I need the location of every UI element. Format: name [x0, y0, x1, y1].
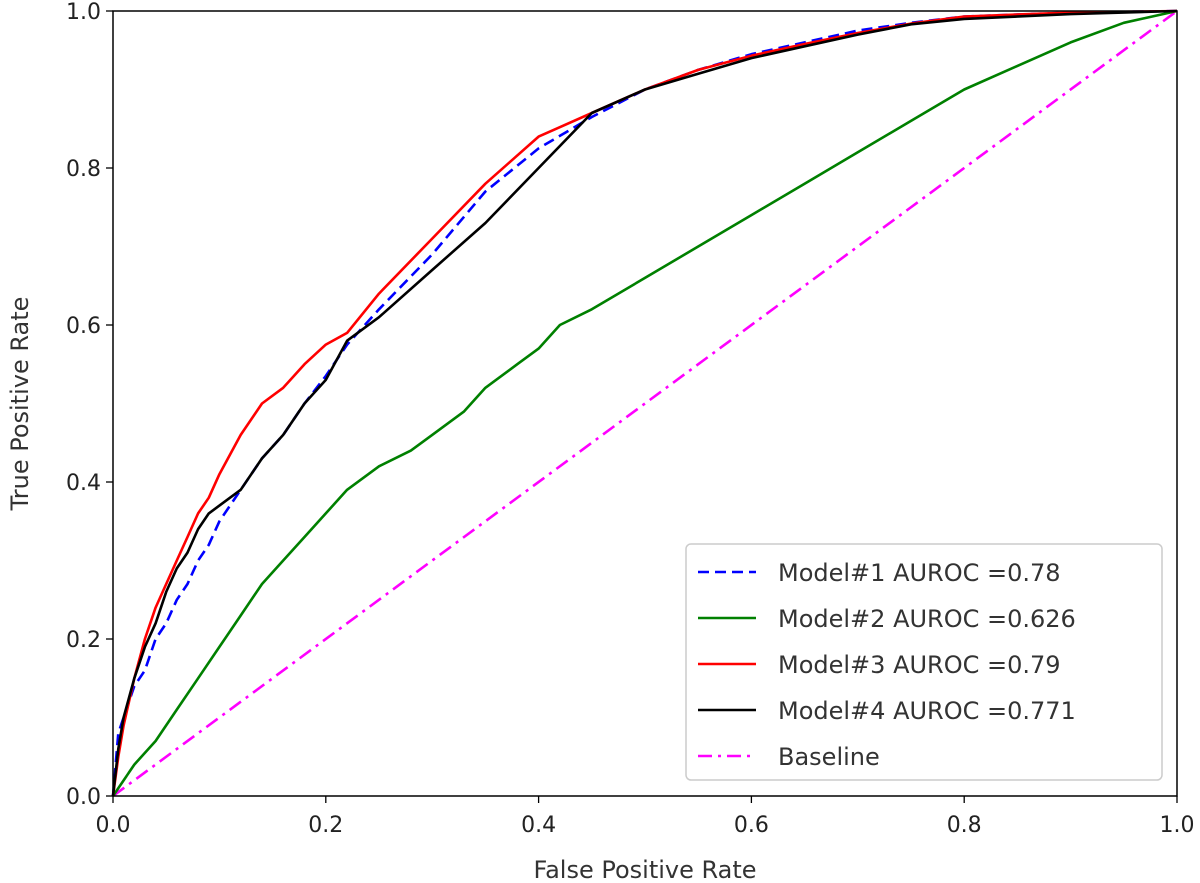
legend-label-5: Baseline	[778, 743, 880, 771]
legend-box	[685, 543, 1163, 781]
series-line-3	[111, 9, 1178, 797]
legend: Model#1 AUROC =0.78 Model#2 AUROC =0.626 M…	[685, 543, 1163, 781]
series-line-1	[111, 9, 1178, 797]
legend-label-3: Model#3 AUROC =0.79	[778, 651, 1061, 679]
series-line-2	[111, 9, 1178, 797]
x-tick-label: 0.6	[734, 813, 769, 838]
x-axis: 0.0 0.2 0.4 0.6 0.8 1.0	[96, 796, 1195, 838]
x-axis-label: False Positive Rate	[533, 856, 756, 883]
x-tick-label: 0.2	[308, 813, 343, 838]
y-tick-label: 1.0	[66, 0, 101, 25]
x-tick-label: 0.8	[947, 813, 982, 838]
y-tick-label: 0.6	[66, 314, 101, 339]
y-axis-label: True Positive Rate	[6, 297, 34, 512]
series-line-4	[111, 9, 1178, 797]
x-tick-label: 0.4	[521, 813, 556, 838]
legend-label-4: Model#4 AUROC =0.771	[778, 697, 1076, 725]
y-axis: 0.0 0.2 0.4 0.6 0.8 1.0	[66, 0, 113, 810]
y-tick-label: 0.4	[66, 471, 101, 496]
plot-lines	[111, 9, 1178, 798]
legend-label-2: Model#2 AUROC =0.626	[778, 605, 1076, 633]
x-tick-label: 1.0	[1160, 813, 1195, 838]
legend-label-1: Model#1 AUROC =0.78	[778, 559, 1061, 587]
y-tick-label: 0.2	[66, 628, 101, 653]
plot-frame	[112, 10, 1178, 797]
y-tick-label: 0.0	[66, 785, 101, 810]
x-tick-label: 0.0	[96, 813, 131, 838]
y-tick-label: 0.8	[66, 157, 101, 182]
